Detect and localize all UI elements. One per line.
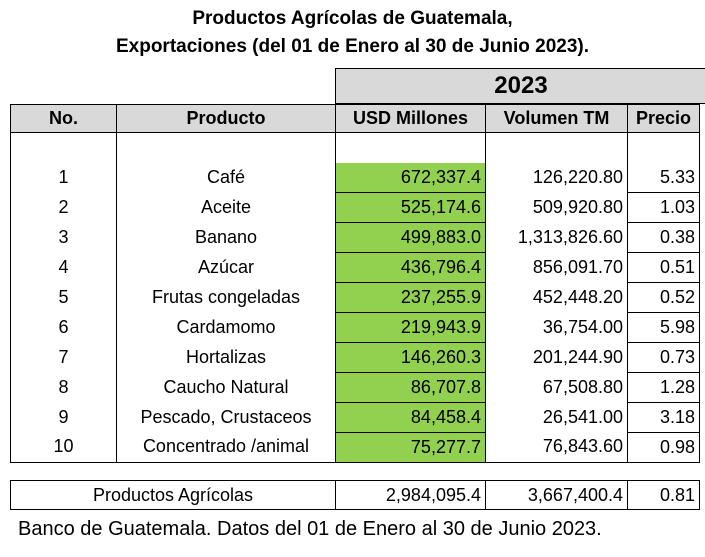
table-row: 6 Cardamomo 219,943.9 36,754.00 5.98 — [10, 312, 700, 343]
header-producto: Producto — [116, 104, 336, 133]
cell-producto: Pescado, Crustaceos — [116, 402, 336, 432]
cell-precio: 0.38 — [627, 222, 700, 253]
cell-producto: Frutas congeladas — [116, 282, 336, 312]
cell-no: 2 — [10, 192, 117, 222]
cell-no: 10 — [10, 432, 117, 463]
total-volumen: 3,667,400.4 — [485, 480, 628, 510]
spacer-row — [10, 132, 700, 163]
cell-precio: 0.52 — [627, 282, 700, 313]
total-row: Productos Agrícolas 2,984,095.4 3,667,40… — [10, 480, 700, 510]
title-line-2: Exportaciones (del 01 de Enero al 30 de … — [115, 36, 590, 57]
cell-no: 7 — [10, 342, 117, 372]
cell-producto: Azúcar — [116, 252, 336, 282]
cell-producto: Aceite — [116, 192, 336, 222]
cell-volumen: 509,920.80 — [485, 192, 628, 222]
cell-precio: 1.03 — [627, 192, 700, 223]
source-footnote: Banco de Guatemala. Datos del 01 de Ener… — [18, 518, 602, 540]
cell-usd: 672,337.4 — [335, 162, 486, 193]
cell-producto: Cardamomo — [116, 312, 336, 342]
cell-no: 6 — [10, 312, 117, 342]
cell-no: 8 — [10, 372, 117, 402]
cell-no: 5 — [10, 282, 117, 312]
cell-usd: 86,707.8 — [335, 372, 486, 403]
cell-volumen: 452,448.20 — [485, 282, 628, 312]
header-usd: USD Millones — [335, 104, 486, 133]
header-no: No. — [10, 104, 117, 133]
cell-volumen: 201,244.90 — [485, 342, 628, 372]
cell-producto: Café — [116, 162, 336, 192]
table-row: 4 Azúcar 436,796.4 856,091.70 0.51 — [10, 252, 700, 283]
table-row: 1 Café 672,337.4 126,220.80 5.33 — [10, 162, 700, 193]
cell-volumen: 67,508.80 — [485, 372, 628, 402]
cell-volumen: 856,091.70 — [485, 252, 628, 282]
cell-no: 1 — [10, 162, 117, 192]
cell-volumen: 1,313,826.60 — [485, 222, 628, 252]
table-row: 3 Banano 499,883.0 1,313,826.60 0.38 — [10, 222, 700, 253]
cell-usd: 525,174.6 — [335, 192, 486, 223]
cell-usd: 499,883.0 — [335, 222, 486, 253]
total-precio: 0.81 — [627, 480, 700, 510]
title-line-1: Productos Agrícolas de Guatemala, — [192, 8, 513, 29]
table-row: 2 Aceite 525,174.6 509,920.80 1.03 — [10, 192, 700, 223]
cell-volumen: 36,754.00 — [485, 312, 628, 342]
cell-precio: 0.73 — [627, 342, 700, 373]
cell-usd: 436,796.4 — [335, 252, 486, 283]
cell-usd: 146,260.3 — [335, 342, 486, 373]
table-row: 9 Pescado, Crustaceos 84,458.4 26,541.00 3.1… — [10, 402, 700, 433]
cell-producto: Banano — [116, 222, 336, 252]
cell-precio: 5.98 — [627, 312, 700, 343]
cell-usd: 237,255.9 — [335, 282, 486, 313]
cell-precio: 3.18 — [627, 402, 700, 433]
table-row: 8 Caucho Natural 86,707.8 67,508.80 1.28 — [10, 372, 700, 403]
cell-no: 9 — [10, 402, 117, 432]
cell-no: 4 — [10, 252, 117, 282]
table-row: 5 Frutas congeladas 237,255.9 452,448.20 0.5… — [10, 282, 700, 313]
table-row: 7 Hortalizas 146,260.3 201,244.90 0.73 — [10, 342, 700, 373]
cell-no: 3 — [10, 222, 117, 252]
header-precio: Precio — [627, 104, 700, 133]
cell-producto: Hortalizas — [116, 342, 336, 372]
cell-volumen: 76,843.60 — [485, 432, 628, 463]
cell-usd: 219,943.9 — [335, 312, 486, 343]
cell-precio: 5.33 — [627, 162, 700, 193]
table-row: 10 Concentrado /animal 75,277.7 76,843.60 0.… — [10, 432, 700, 463]
table-body: 1 Café 672,337.4 126,220.80 5.33 2 Aceite 525,1… — [10, 132, 700, 463]
total-usd: 2,984,095.4 — [335, 480, 486, 510]
cell-usd: 84,458.4 — [335, 402, 486, 433]
header-volumen: Volumen TM — [485, 104, 628, 133]
cell-volumen: 126,220.80 — [485, 162, 628, 192]
total-label: Productos Agrícolas — [10, 480, 336, 510]
cell-precio: 0.98 — [627, 432, 700, 463]
cell-precio: 1.28 — [627, 372, 700, 403]
cell-volumen: 26,541.00 — [485, 402, 628, 432]
cell-usd: 75,277.7 — [335, 432, 486, 463]
cell-producto: Caucho Natural — [116, 372, 336, 402]
total-table: Productos Agrícolas 2,984,095.4 3,667,40… — [10, 480, 700, 510]
cell-precio: 0.51 — [627, 252, 700, 283]
exports-table: No. Producto USD Millones Volumen TM Pre… — [10, 104, 700, 463]
cell-producto: Concentrado /animal — [116, 432, 336, 463]
year-header: 2023 — [335, 68, 705, 104]
